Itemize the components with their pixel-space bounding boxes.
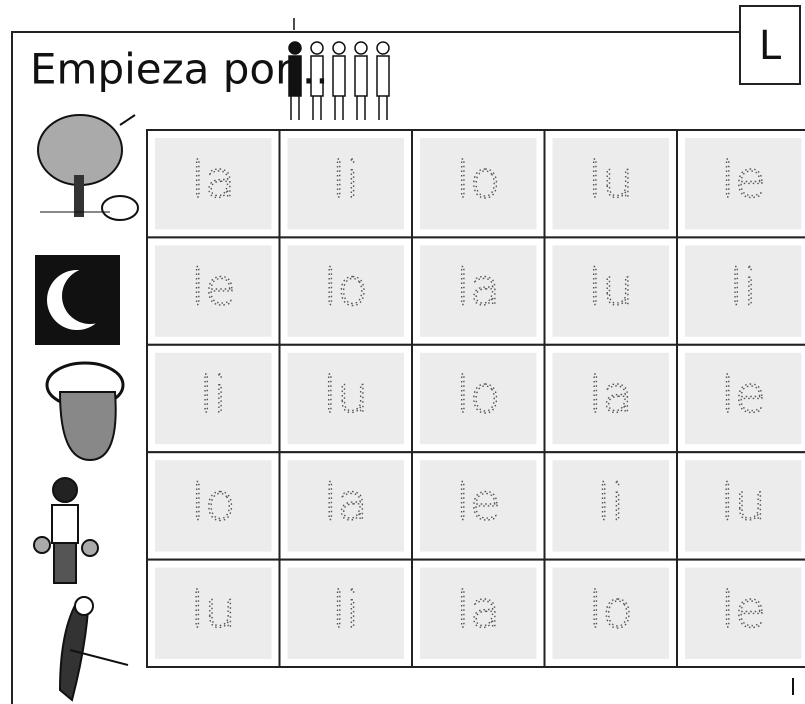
- syllable: la: [456, 259, 501, 317]
- letter: L: [759, 23, 782, 69]
- cell-shade: [685, 567, 802, 659]
- cell-shade: [552, 245, 669, 337]
- cell-shade: [155, 460, 272, 552]
- syllable: lo: [589, 581, 633, 639]
- syllable: la: [323, 473, 368, 531]
- cell-shade: [420, 567, 537, 659]
- cell-shade: [420, 245, 537, 337]
- syllable: li: [729, 259, 757, 317]
- syllable: lu: [720, 473, 766, 531]
- syllable: la: [588, 366, 633, 424]
- syllable: lu: [588, 151, 634, 209]
- figures-icon: [288, 18, 390, 120]
- cell-shade: [552, 352, 669, 445]
- syllable: le: [721, 151, 766, 209]
- cell-shade: [155, 567, 272, 659]
- letter-box: [739, 5, 801, 85]
- cell-shade: [552, 567, 669, 659]
- cell-shade: [420, 352, 537, 445]
- syllable: la: [456, 581, 501, 639]
- tongue-icon: [45, 361, 125, 462]
- syllable: la: [191, 151, 236, 209]
- cell-shade: [287, 460, 404, 552]
- frame: [11, 31, 740, 704]
- cell-shade: [155, 352, 272, 445]
- syllable: li: [597, 473, 625, 531]
- cell-shade: [287, 138, 404, 230]
- syllable: le: [456, 473, 501, 531]
- cell-shade: [685, 138, 802, 230]
- moon-icon: [35, 255, 120, 345]
- cell-shade: [420, 460, 537, 552]
- cell-shade: [685, 460, 802, 552]
- syllable: lu: [588, 259, 634, 317]
- cell-shade: [287, 567, 404, 659]
- syllable: li: [332, 151, 360, 209]
- cell-shade: [552, 138, 669, 230]
- cell-shade: [155, 245, 272, 337]
- cell-shade: [685, 352, 802, 445]
- parrot-icon: [58, 596, 129, 702]
- syllable: le: [191, 259, 236, 317]
- syllable: le: [721, 366, 766, 424]
- thief-icon: [33, 477, 99, 584]
- syllable: li: [332, 581, 360, 639]
- cell-shade: [552, 460, 669, 552]
- syllable: lo: [191, 473, 235, 531]
- syllable: li: [199, 366, 227, 424]
- cell-shade: [287, 352, 404, 445]
- cell-shade: [155, 138, 272, 230]
- cell-shade: [287, 245, 404, 337]
- syllable: lu: [323, 366, 369, 424]
- syllable: lu: [190, 581, 236, 639]
- syllable: lo: [456, 151, 500, 209]
- syllable: le: [721, 581, 766, 639]
- cell-shade: [685, 245, 802, 337]
- letter-grid: la li lo lu le le lo la lu li li lu lo la le lo la le li lu…: [146, 129, 805, 668]
- syllable: lo: [456, 366, 500, 424]
- cell-shade: [420, 138, 537, 230]
- syllable: lo: [324, 259, 368, 317]
- title: Empieza por...: [30, 45, 329, 94]
- lemon-tree-icon: [37, 114, 139, 221]
